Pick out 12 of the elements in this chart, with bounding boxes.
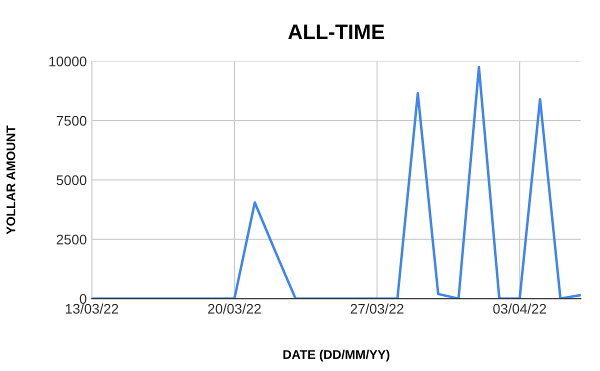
y-tick-label: 10000: [49, 56, 86, 66]
y-tick-label: 2500: [56, 234, 86, 244]
x-tick-label: 03/04/22: [493, 304, 546, 314]
y-tick-label: 7500: [56, 116, 86, 126]
x-tick-label: 13/03/22: [66, 304, 118, 314]
y-tick-label: 0: [80, 294, 86, 304]
x-tick-label: 20/03/22: [208, 304, 261, 314]
chart-title: ALL-TIME: [288, 24, 384, 39]
y-axis-title: YOLLAR AMOUNT: [6, 125, 16, 234]
x-axis-title: DATE (DD/MM/YY): [283, 350, 390, 362]
x-tick-label: 27/03/22: [350, 304, 404, 314]
y-tick-label: 5000: [56, 175, 86, 186]
